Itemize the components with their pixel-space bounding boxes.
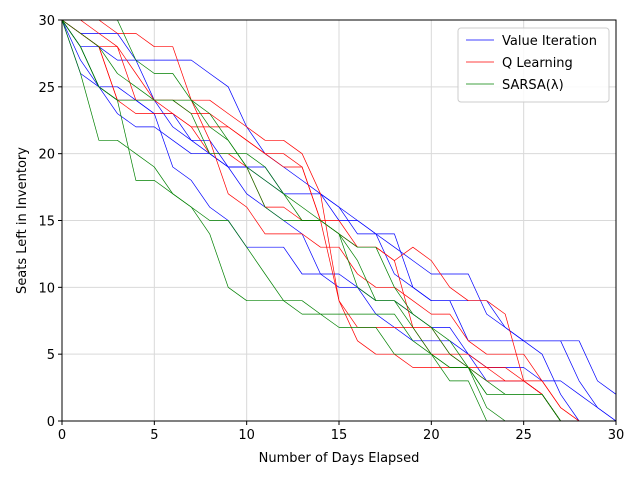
x-tick-label: 15 — [331, 428, 348, 443]
legend-label: Value Iteration — [502, 34, 597, 49]
plot-series — [61, 19, 617, 422]
legend-label: SARSA(λ) — [502, 78, 564, 93]
axis-ticks: 0 5 10 15 20 25 30 0 5 10 15 20 25 30 — [38, 14, 624, 443]
y-tick-label: 15 — [38, 215, 55, 230]
series-line — [61, 19, 616, 422]
y-axis-label: Seats Left in Inventory — [15, 147, 30, 294]
x-tick-label: 5 — [150, 428, 158, 443]
x-tick-label: 25 — [515, 428, 532, 443]
y-tick-label: 30 — [38, 14, 55, 29]
x-tick-label: 30 — [608, 428, 625, 443]
legend-label: Q Learning — [502, 56, 573, 71]
x-axis-label: Number of Days Elapsed — [259, 451, 420, 466]
x-tick-label: 0 — [58, 428, 66, 443]
x-tick-label: 20 — [423, 428, 440, 443]
y-tick-label: 20 — [38, 148, 55, 163]
y-tick-label: 10 — [38, 281, 55, 296]
legend-box — [457, 27, 610, 103]
x-tick-label: 10 — [238, 428, 255, 443]
y-tick-label: 25 — [38, 81, 55, 96]
y-tick-label: 5 — [47, 348, 55, 363]
series — [61, 19, 616, 422]
y-tick-label: 0 — [47, 415, 55, 430]
legend: Value Iteration Q Learning SARSA(λ) — [457, 27, 610, 103]
